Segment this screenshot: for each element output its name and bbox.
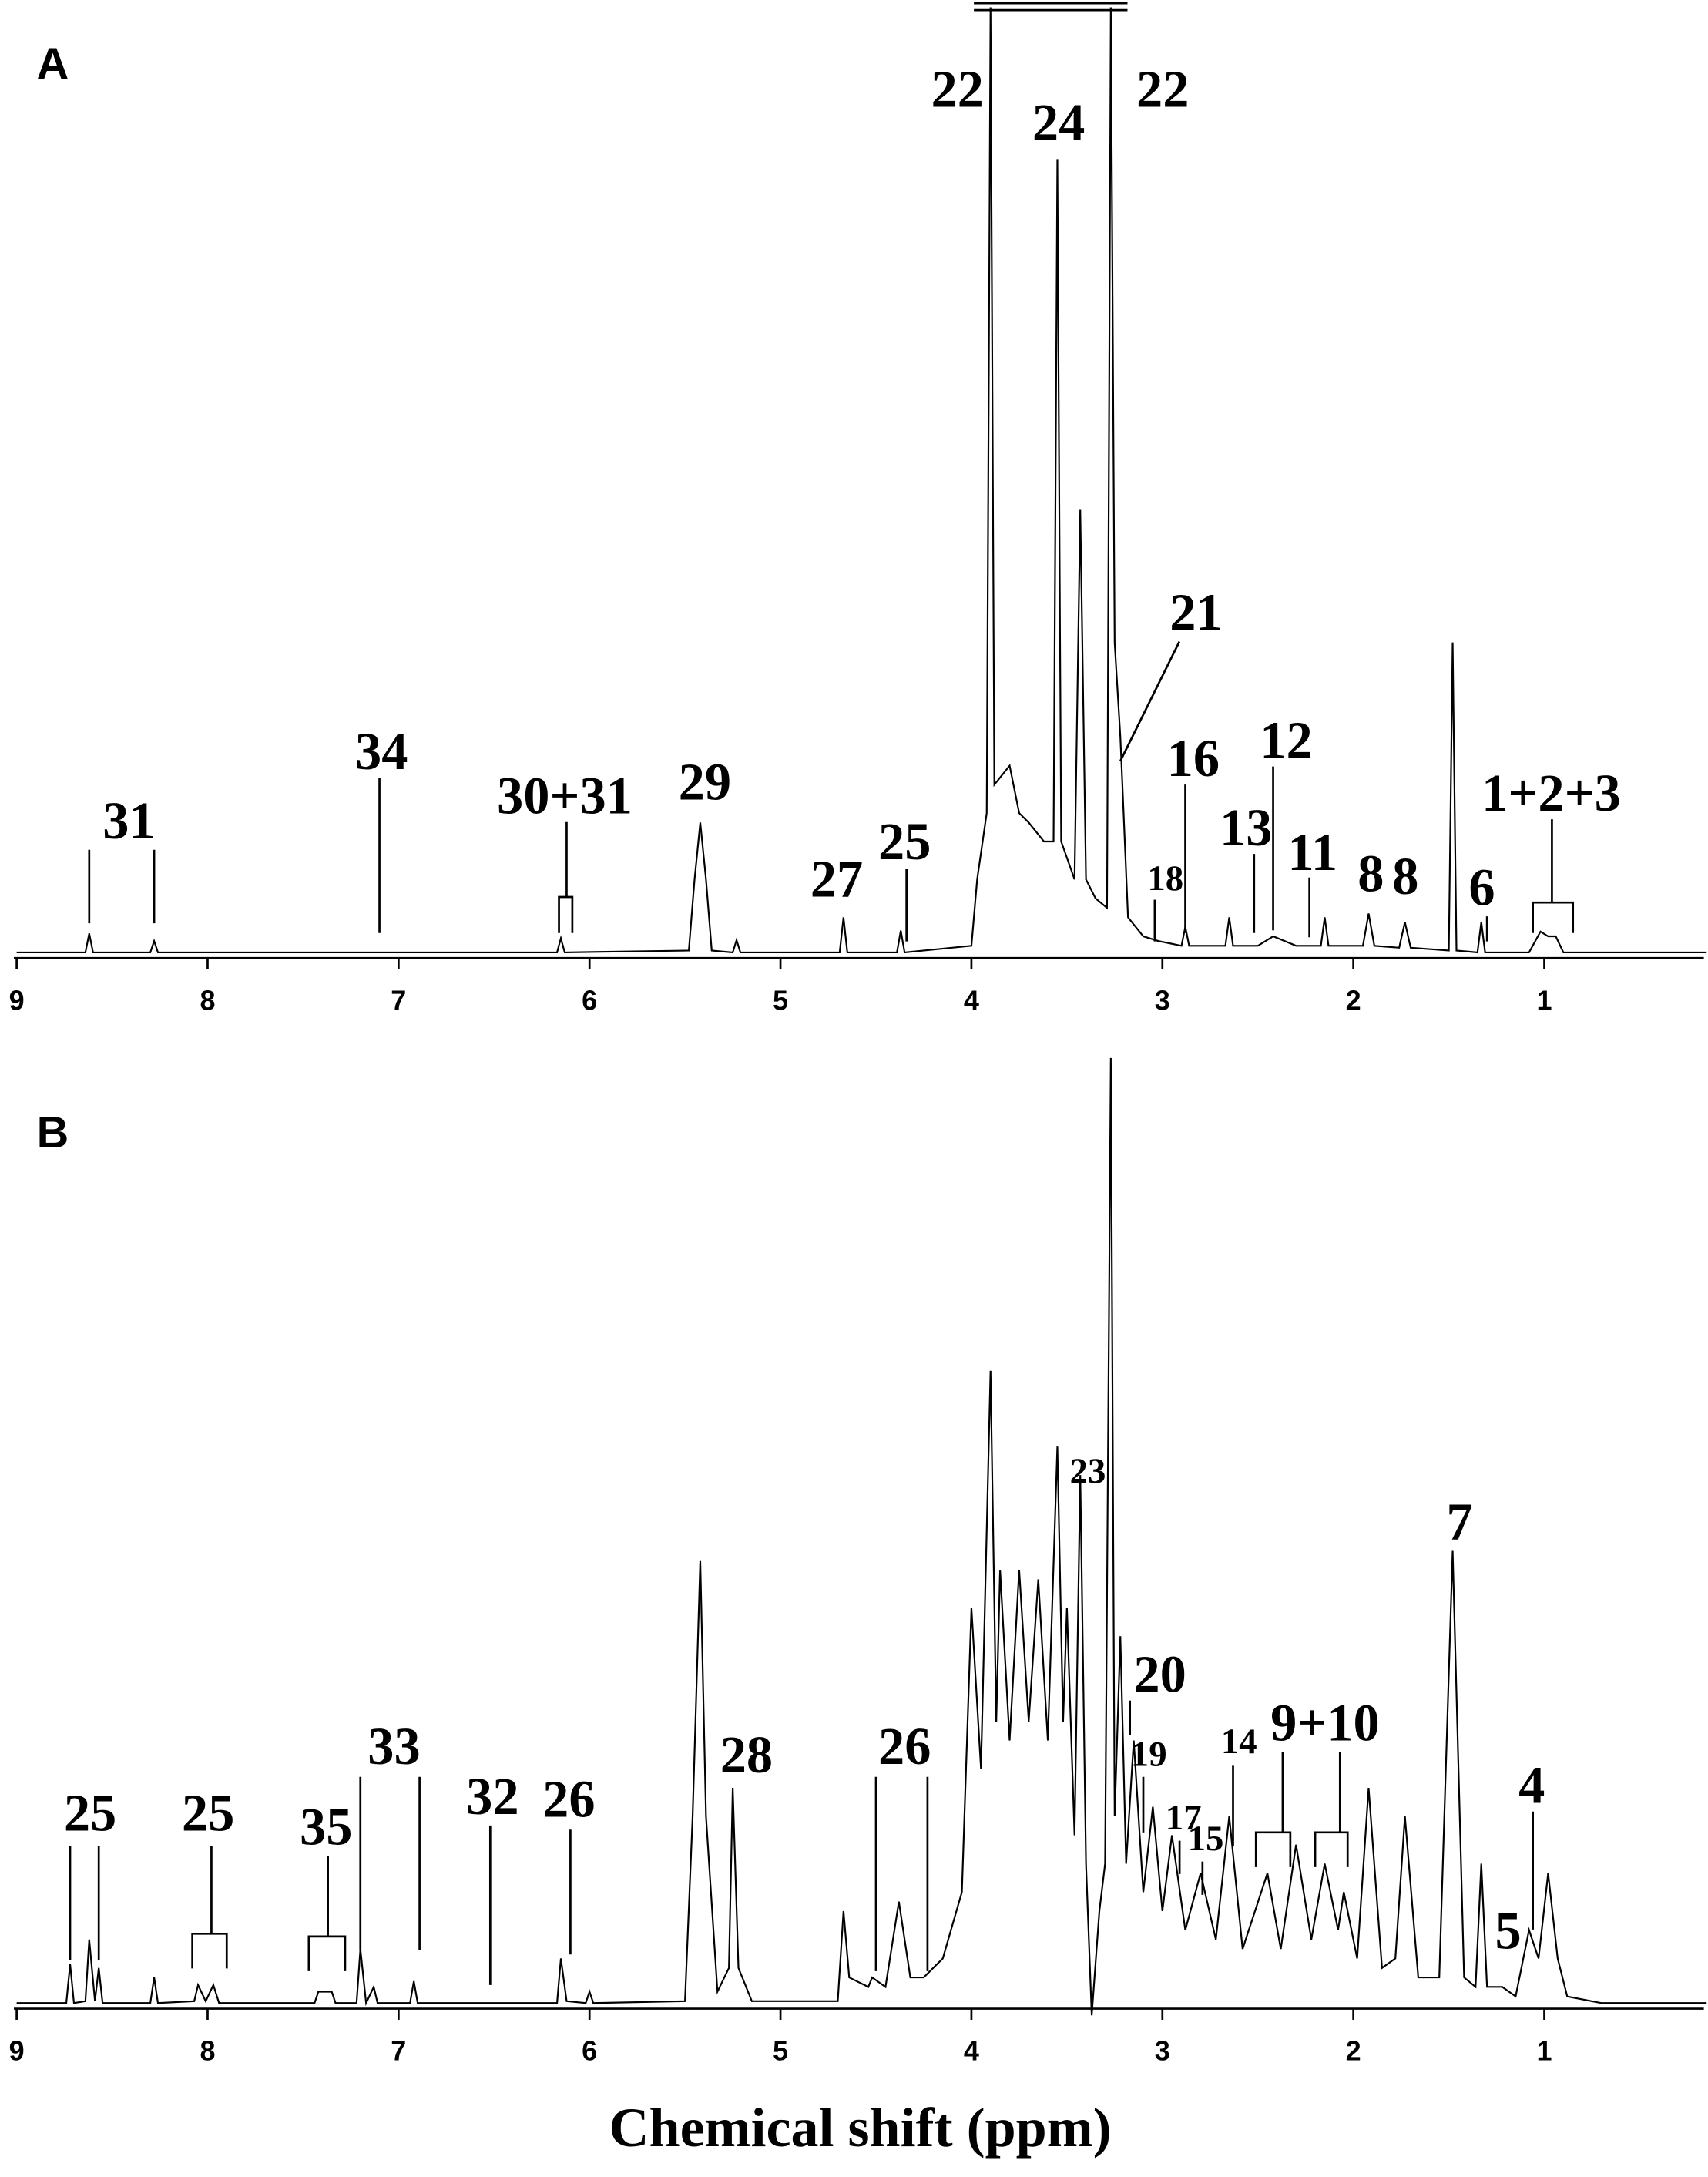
peak-label: 27 <box>810 849 863 908</box>
peak-label: 7 <box>1447 1492 1473 1550</box>
peak-label: 6 <box>1468 858 1495 916</box>
peak-label: 22 <box>1136 60 1189 119</box>
spectrum <box>16 7 1707 954</box>
peak-label: 16 <box>1167 729 1220 788</box>
peak-label: 24 <box>1032 93 1085 152</box>
peak-label: 19 <box>1131 1734 1167 1774</box>
peak-label: 25 <box>64 1784 116 1843</box>
peak-label: 22 <box>931 60 983 119</box>
x-tick-label: 6 <box>582 984 597 1016</box>
x-tick-label: 7 <box>391 2035 406 2067</box>
panel-label: B <box>37 1108 69 1157</box>
peak-label: 33 <box>367 1717 420 1776</box>
peak-label: 31 <box>102 791 155 850</box>
x-axis-label: Chemical shift (ppm) <box>609 2097 1112 2159</box>
peak-label: 26 <box>878 1717 931 1776</box>
bracket <box>558 895 574 933</box>
peak-label: 1+2+3 <box>1481 764 1621 822</box>
spectrum <box>16 1057 1707 2016</box>
peak-label: 5 <box>1495 1902 1522 1960</box>
x-tick-label: 3 <box>1155 984 1170 1016</box>
x-tick-label: 8 <box>200 2035 215 2067</box>
x-tick-label: 7 <box>391 984 406 1016</box>
bracket <box>307 1935 347 1971</box>
x-tick-label: 8 <box>200 984 215 1016</box>
peak-label: 18 <box>1147 858 1183 899</box>
peak-label: 14 <box>1221 1722 1257 1762</box>
bracket <box>1254 1831 1292 1867</box>
x-tick-label: 1 <box>1536 2035 1552 2067</box>
peak-label: 12 <box>1260 711 1312 769</box>
peak-label: 25 <box>182 1784 234 1843</box>
peak-label: 9+10 <box>1270 1693 1380 1752</box>
peak-label: 13 <box>1220 798 1272 857</box>
peak-label: 32 <box>466 1767 518 1826</box>
peak-label: 4 <box>1518 1755 1545 1814</box>
x-tick-label: 2 <box>1346 984 1361 1016</box>
peak-label: 8 <box>1357 844 1384 902</box>
bracket <box>191 1932 228 1969</box>
peak-label: 30+31 <box>497 766 633 825</box>
x-tick-label: 6 <box>582 2035 597 2067</box>
peak-label: 21 <box>1169 583 1222 642</box>
peak-label: 23 <box>1070 1451 1106 1491</box>
peak-label: 17 <box>1166 1798 1202 1838</box>
peak-label: 11 <box>1287 823 1337 882</box>
bracket <box>1314 1831 1349 1867</box>
peak-label: 26 <box>542 1770 595 1829</box>
peak-label: 15 <box>1188 1819 1224 1859</box>
peak-label: 8 <box>1392 847 1418 905</box>
bracket <box>1532 901 1575 933</box>
peak-label: 25 <box>878 812 931 871</box>
panel-label: A <box>37 39 69 89</box>
x-tick-label: 9 <box>9 984 25 1016</box>
x-tick-label: 5 <box>773 984 788 1016</box>
peak-label: 35 <box>300 1798 352 1856</box>
x-tick-label: 4 <box>964 2035 979 2067</box>
x-tick-label: 1 <box>1536 984 1552 1016</box>
x-tick-label: 4 <box>964 984 979 1016</box>
x-tick-label: 5 <box>773 2035 788 2067</box>
x-tick-label: 9 <box>9 2035 25 2067</box>
peak-label: 28 <box>720 1725 773 1784</box>
x-tick-label: 2 <box>1346 2035 1361 2067</box>
x-tick-label: 3 <box>1155 2035 1170 2067</box>
peak-label: 34 <box>355 722 408 781</box>
peak-leader <box>1119 640 1181 762</box>
peak-label: 20 <box>1133 1645 1186 1703</box>
peak-label: 29 <box>679 752 731 811</box>
